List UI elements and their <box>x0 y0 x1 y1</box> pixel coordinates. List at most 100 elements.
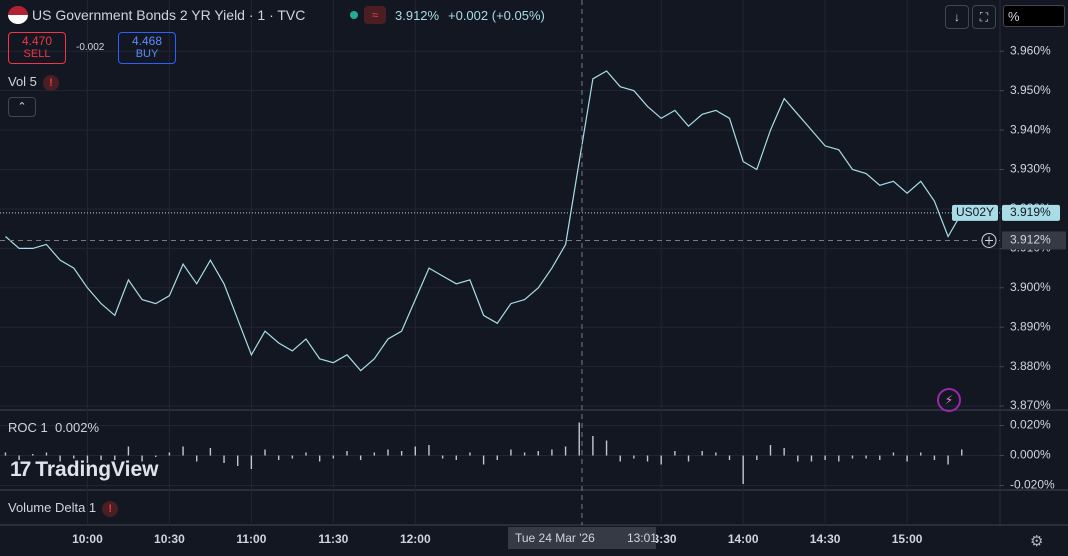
roc-bar <box>715 452 717 456</box>
roc-bar <box>114 455 116 460</box>
roc-bar <box>318 455 321 462</box>
spread: -0.002 <box>76 42 105 53</box>
roc-bar <box>18 455 20 460</box>
crosshair-price-label: 3.912% <box>1010 233 1051 247</box>
roc-bar <box>400 451 403 456</box>
roc-bar <box>428 445 430 456</box>
roc-bar <box>196 455 198 462</box>
roc-bar <box>359 455 362 460</box>
roc-bar <box>633 455 635 459</box>
sell-label: SELL <box>23 48 51 60</box>
settings-button[interactable]: ⚙ <box>1030 533 1044 550</box>
price-line <box>5 70 963 372</box>
roc-bar <box>742 455 744 484</box>
y-tick-label: 3.960% <box>1010 43 1051 57</box>
roc-bar <box>605 440 608 456</box>
crosshair-time-tag <box>507 527 656 549</box>
crosshair-price-tag <box>1002 231 1066 250</box>
volume-label: Vol 5 <box>8 74 37 89</box>
roc-bar <box>838 455 840 462</box>
roc-bar <box>59 455 61 462</box>
roc-bar <box>783 448 785 456</box>
x-tick-label: 15:00 <box>892 532 923 546</box>
logo: 17 TradingView <box>10 458 159 482</box>
roc-bar <box>4 452 7 456</box>
roc-bar <box>441 455 444 459</box>
roc-bar <box>660 455 662 465</box>
roc-bar <box>155 455 157 457</box>
roc-bar <box>237 455 239 466</box>
alert-icon[interactable]: ⚡ <box>937 388 961 412</box>
roc-bar <box>797 455 799 462</box>
roc-bar <box>892 452 895 456</box>
warning-icon: ! <box>102 501 119 517</box>
roc-bar <box>45 452 48 456</box>
roc-bar <box>961 449 963 456</box>
x-tick-label: 14:00 <box>728 532 759 546</box>
roc-bar <box>851 455 854 459</box>
x-tick-label: 11:00 <box>236 532 266 546</box>
roc-bar <box>510 449 512 456</box>
collapse-button[interactable]: ⌃ <box>8 97 36 117</box>
roc-bar <box>332 455 335 459</box>
roc-legend: ROC 1 0.002% <box>8 420 99 435</box>
roc-bar <box>482 455 485 465</box>
crosshair-date-label: Tue 24 Mar '26 <box>515 531 595 545</box>
data-warning-icon[interactable]: ≈ <box>364 6 386 24</box>
sell-price: 4.470 <box>21 34 53 48</box>
y-tick-label: -0.020% <box>1010 478 1055 492</box>
y-tick-label: 3.880% <box>1010 359 1051 373</box>
sell-button[interactable]: 4.470 SELL <box>8 32 66 64</box>
roc-bar <box>250 455 253 469</box>
y-tick-label: 0.020% <box>1010 418 1051 432</box>
roc-bar <box>646 455 649 462</box>
scale-mode[interactable]: % <box>1003 5 1065 27</box>
volume-delta-legend[interactable]: Volume Delta 1! <box>8 500 119 517</box>
download-button[interactable]: ↓ <box>945 5 969 29</box>
roc-bar <box>810 455 813 462</box>
roc-bar <box>414 446 417 456</box>
last-value-tag <box>1002 204 1060 221</box>
y-tick-label: 3.940% <box>1010 122 1051 136</box>
x-tick-label: 14:30 <box>810 532 841 546</box>
roc-value: 0.002% <box>54 420 100 435</box>
roc-bar <box>496 455 498 460</box>
roc-bar <box>523 452 526 456</box>
roc-bar <box>920 452 922 456</box>
roc-bar <box>756 455 758 460</box>
buy-label: BUY <box>135 48 159 60</box>
buy-button[interactable]: 4.468 BUY <box>118 32 176 64</box>
roc-bar <box>564 446 567 456</box>
symbol-title[interactable]: US Government Bonds 2 YR Yield · 1 · TVC <box>32 7 306 23</box>
roc-bar <box>592 436 594 456</box>
x-tick-label: 10:00 <box>72 532 103 546</box>
roc-bar <box>674 451 676 456</box>
y-tick-label: 0.000% <box>1010 448 1051 462</box>
y-tick-label: 3.950% <box>1010 83 1051 97</box>
logo-glyph: 17 <box>10 458 31 481</box>
x-tick-label: 12:00 <box>400 532 431 546</box>
roc-bar <box>728 455 731 460</box>
roc-bar <box>373 452 376 456</box>
roc-bar <box>933 455 936 460</box>
warning-icon: ! <box>42 75 59 91</box>
buy-price: 4.468 <box>131 34 163 48</box>
roc-bar <box>879 455 881 460</box>
roc-bar <box>619 455 621 462</box>
roc-bar <box>865 455 867 459</box>
volume-legend[interactable]: Vol 5! <box>8 74 59 91</box>
roc-bar <box>387 449 389 456</box>
roc-bar <box>100 455 102 460</box>
roc-bar <box>277 455 280 460</box>
last-value-label: 3.919% <box>1010 205 1051 219</box>
roc-bar <box>578 422 580 456</box>
roc-bar <box>455 455 457 460</box>
fullscreen-button[interactable]: ⛶ <box>972 5 996 29</box>
series-name-tag <box>952 204 998 221</box>
roc-bar <box>73 455 75 459</box>
header-change: +0.002 (+0.05%) <box>448 8 545 23</box>
logo-text: TradingView <box>35 458 159 481</box>
